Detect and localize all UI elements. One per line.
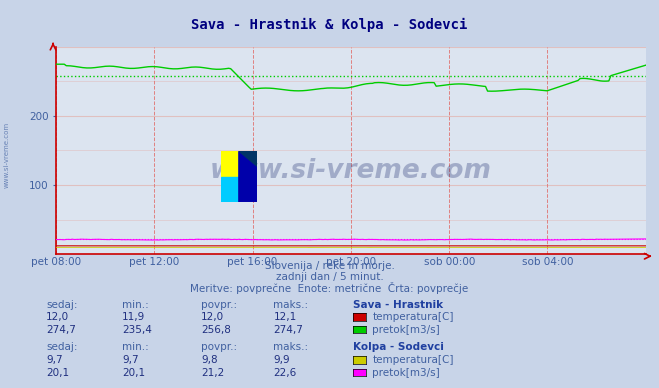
Text: zadnji dan / 5 minut.: zadnji dan / 5 minut. [275,272,384,282]
Text: 9,9: 9,9 [273,355,290,365]
Text: maks.:: maks.: [273,342,308,352]
Text: 9,7: 9,7 [46,355,63,365]
Text: pretok[m3/s]: pretok[m3/s] [372,368,440,378]
Text: sedaj:: sedaj: [46,300,78,310]
Text: 9,8: 9,8 [201,355,217,365]
Text: povpr.:: povpr.: [201,342,237,352]
Text: maks.:: maks.: [273,300,308,310]
Text: 11,9: 11,9 [122,312,145,322]
Text: 12,1: 12,1 [273,312,297,322]
Text: min.:: min.: [122,300,149,310]
Text: Sava - Hrastnik & Kolpa - Sodevci: Sava - Hrastnik & Kolpa - Sodevci [191,17,468,31]
Polygon shape [221,151,239,177]
Text: temperatura[C]: temperatura[C] [372,355,454,365]
Text: www.si-vreme.com: www.si-vreme.com [210,158,492,184]
Polygon shape [221,177,239,202]
Polygon shape [239,151,257,166]
Text: 9,7: 9,7 [122,355,138,365]
Text: Sava - Hrastnik: Sava - Hrastnik [353,300,443,310]
Text: www.si-vreme.com: www.si-vreme.com [3,122,10,188]
Text: 20,1: 20,1 [46,368,69,378]
Text: pretok[m3/s]: pretok[m3/s] [372,325,440,335]
Text: 22,6: 22,6 [273,368,297,378]
Text: Slovenija / reke in morje.: Slovenija / reke in morje. [264,261,395,271]
Text: povpr.:: povpr.: [201,300,237,310]
Text: 256,8: 256,8 [201,325,231,335]
Text: 235,4: 235,4 [122,325,152,335]
Text: 20,1: 20,1 [122,368,145,378]
Text: 21,2: 21,2 [201,368,224,378]
Text: Kolpa - Sodevci: Kolpa - Sodevci [353,342,444,352]
Polygon shape [239,151,257,202]
Text: 274,7: 274,7 [46,325,76,335]
Text: min.:: min.: [122,342,149,352]
Text: Meritve: povprečne  Enote: metrične  Črta: povprečje: Meritve: povprečne Enote: metrične Črta:… [190,282,469,294]
Text: 12,0: 12,0 [201,312,224,322]
Text: 12,0: 12,0 [46,312,69,322]
Text: sedaj:: sedaj: [46,342,78,352]
Text: temperatura[C]: temperatura[C] [372,312,454,322]
Text: 274,7: 274,7 [273,325,303,335]
